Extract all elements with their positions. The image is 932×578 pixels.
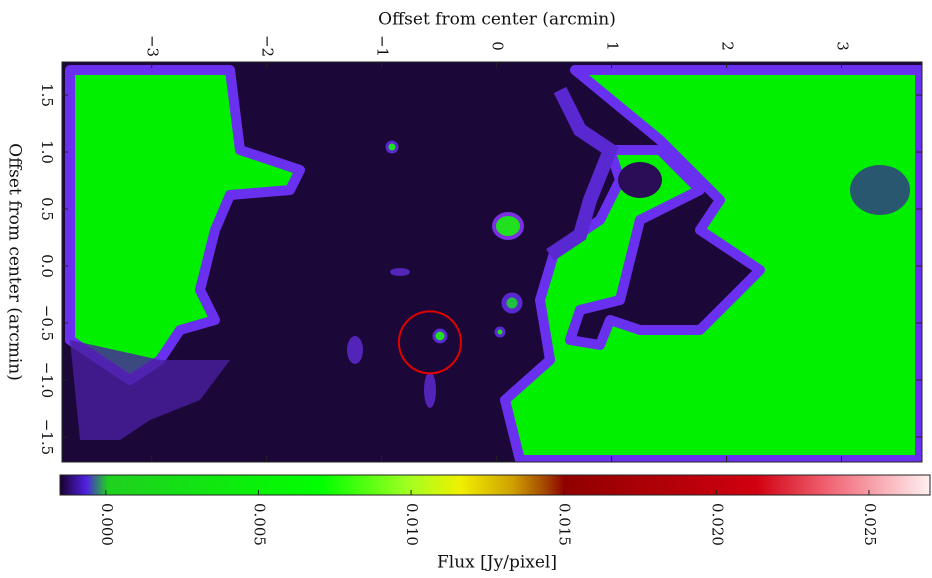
- colorbar-tick-label: 0.025: [861, 503, 879, 546]
- x-tick-label: −2: [259, 35, 277, 57]
- colorbar-tick-label: 0.005: [250, 503, 268, 546]
- y-tick-label: 0.0: [38, 254, 56, 278]
- y-tick-label: −1.5: [38, 419, 56, 455]
- x-tick-label: −1: [374, 35, 392, 57]
- x-tick-label: 3: [834, 41, 852, 51]
- y-axis-title: Offset from center (arcmin): [5, 143, 25, 381]
- marker-circle: [397, 310, 462, 375]
- flux-map: [62, 62, 922, 462]
- colorbar-title: Flux [Jy/pixel]: [437, 553, 557, 573]
- x-tick-label: 1: [604, 41, 622, 51]
- x-axis-title: Offset from center (arcmin): [378, 10, 616, 30]
- x-tick-label: 2: [719, 41, 737, 51]
- y-tick-label: −1.0: [38, 362, 56, 398]
- y-tick-label: 0.5: [38, 197, 56, 221]
- colorbar-tick-label: 0.010: [403, 503, 421, 546]
- colorbar-tick-label: 0.015: [556, 503, 574, 546]
- plot-frame: [61, 61, 923, 463]
- y-tick-label: −0.5: [38, 305, 56, 341]
- y-tick-label: 1.5: [38, 83, 56, 107]
- x-tick-label: 0: [489, 41, 507, 51]
- colorbar: [59, 474, 931, 496]
- colorbar-tick-label: 0.020: [708, 503, 726, 546]
- x-tick-label: −3: [144, 35, 162, 57]
- y-tick-label: 1.0: [38, 140, 56, 164]
- colorbar-tick-label: 0.000: [98, 503, 116, 546]
